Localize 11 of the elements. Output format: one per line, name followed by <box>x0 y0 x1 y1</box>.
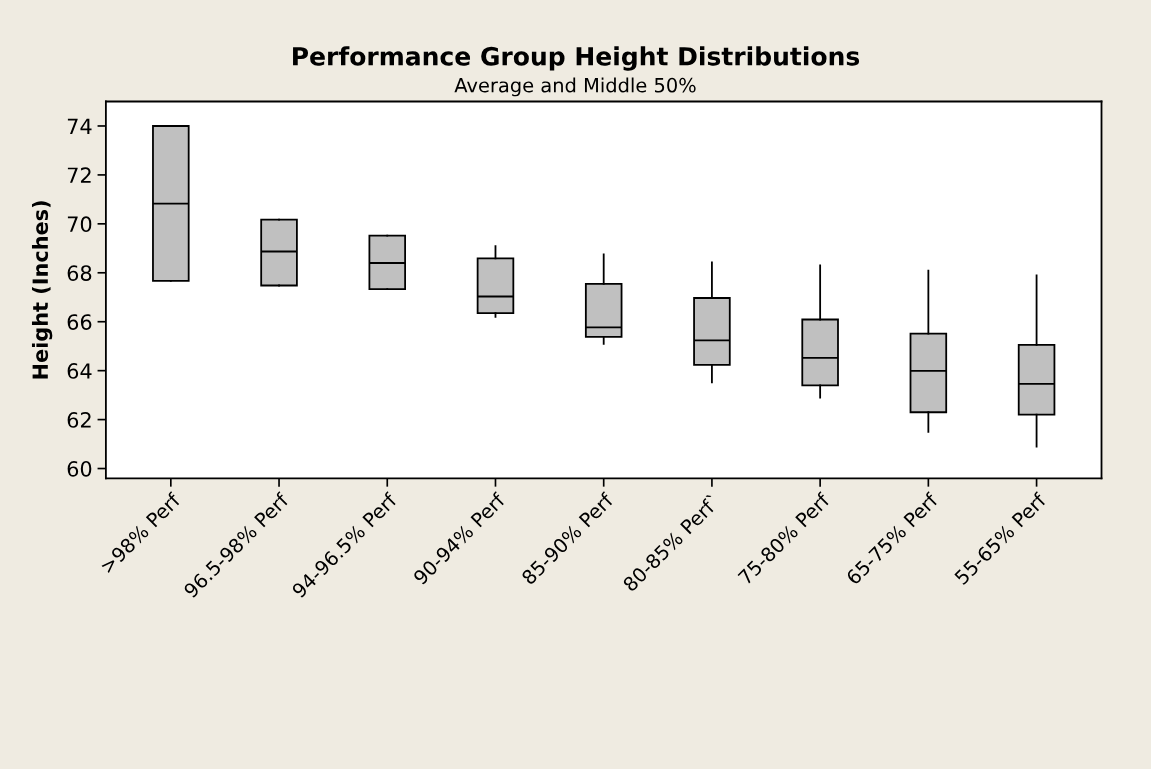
chart-title: Performance Group Height Distributions <box>293 46 860 71</box>
y-tick-label: 66 <box>67 314 92 330</box>
y-tick-label: 60 <box>67 460 92 477</box>
y-tick-label: 70 <box>67 216 92 233</box>
y-tick-label: 64 <box>67 363 92 379</box>
y-axis-title: Height (Inches) <box>31 201 53 379</box>
y-tick-label: 72 <box>67 167 91 183</box>
y-tick-label: 68 <box>67 265 92 281</box>
chart-subtitle: Average and Middle 50% <box>454 77 696 97</box>
y-tick-label: 62 <box>67 412 91 428</box>
y-tick-label: 74 <box>67 118 92 134</box>
